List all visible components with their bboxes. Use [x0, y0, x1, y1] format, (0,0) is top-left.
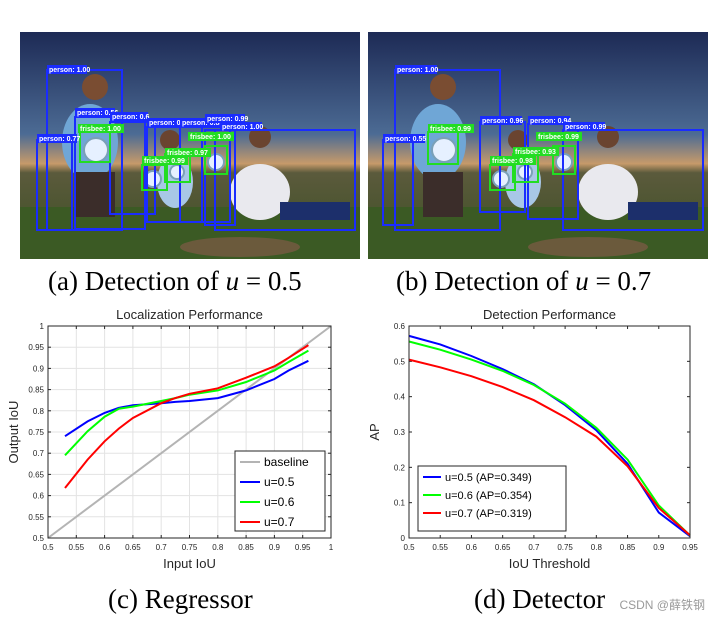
- det-label: person: 0.83: [182, 120, 223, 127]
- legend-entry: u=0.6 (AP=0.354): [445, 490, 532, 502]
- det-label: frisbee: 0.99: [538, 134, 579, 141]
- x-tick-label: 0.55: [69, 543, 85, 552]
- y-tick-label: 0.3: [394, 428, 406, 437]
- det-label: frisbee: 0.99: [144, 158, 185, 165]
- legend-entry: u=0.6: [264, 495, 295, 509]
- x-tick-label: 0.75: [182, 543, 198, 552]
- detection-scene-a: person: 1.00 person: 0.56 person: 0.6 pe…: [20, 32, 360, 259]
- y-tick-label: 0.7: [33, 449, 45, 458]
- x-tick-label: 0.65: [495, 543, 511, 552]
- x-tick-label: 0.75: [557, 543, 573, 552]
- y-tick-label: 0.6: [394, 322, 406, 331]
- det-label: person: 0.77: [39, 136, 80, 143]
- det-label: frisbee: 1.00: [80, 126, 121, 133]
- det-label: frisbee: 0.93: [515, 149, 556, 156]
- legend-entry: u=0.7: [264, 515, 295, 529]
- x-tick-label: 0.85: [620, 543, 636, 552]
- caption-b-prefix: (b) Detection of: [396, 266, 576, 296]
- det-label: person: 1.00: [397, 67, 438, 74]
- y-tick-label: 0.4: [394, 393, 406, 402]
- x-tick-label: 0.7: [156, 543, 168, 552]
- detection-photo-b: person: 1.00 person: 0.55 person: 0.96 p…: [368, 32, 708, 259]
- detection-scene-b: person: 1.00 person: 0.55 person: 0.96 p…: [368, 32, 708, 259]
- det-label: person: 0.99: [207, 116, 248, 123]
- x-tick-label: 0.6: [99, 543, 111, 552]
- det-label: person: 0.96: [482, 118, 523, 125]
- det-label: person: 0.94: [530, 118, 571, 125]
- caption-a-prefix: (a) Detection of: [48, 266, 226, 296]
- caption-a-suffix: = 0.5: [239, 266, 302, 296]
- x-axis-label: IoU Threshold: [509, 556, 590, 571]
- x-tick-label: 0.8: [212, 543, 224, 552]
- x-tick-label: 0.85: [238, 543, 254, 552]
- x-tick-label: 0.95: [682, 543, 698, 552]
- series-line-2: [64, 359, 309, 438]
- x-tick-label: 0.9: [653, 543, 665, 552]
- det-label: frisbee: 0.98: [492, 158, 533, 165]
- y-axis-label: Output IoU: [6, 401, 21, 464]
- legend-box: [234, 450, 326, 532]
- y-tick-label: 0.85: [28, 386, 44, 395]
- x-tick-label: 0.5: [403, 543, 415, 552]
- watermark: CSDN @薛铁钢: [619, 598, 705, 612]
- caption-c: (c) Regressor: [108, 584, 253, 614]
- chart-2: 0.5 0.55 0.6 0.65 0.7 0.75 0.8 0.85 0.9 0.95 0 0.1 0…: [367, 307, 698, 571]
- series-line-4: [64, 344, 309, 489]
- x-tick-label: 0.7: [528, 543, 540, 552]
- x-tick-label: 0.65: [125, 543, 141, 552]
- chart-1: 0.5 0.55 0.6 0.65 0.7 0.75 0.8 0.85 0.9 0.95 1 0.5 0…: [6, 307, 334, 571]
- y-tick-label: 0: [401, 534, 406, 543]
- x-tick-label: 0.8: [591, 543, 603, 552]
- caption-d: (d) Detector: [474, 584, 606, 614]
- detection-photo-a: person: 1.00 person: 0.56 person: 0.6 pe…: [20, 32, 360, 259]
- chart-title: Detection Performance: [483, 307, 616, 322]
- det-label: person: 1.00: [49, 67, 90, 74]
- x-tick-label: 1: [329, 543, 334, 552]
- plot-frame: [47, 325, 332, 539]
- series-line-2: [408, 340, 691, 537]
- y-tick-label: 0.5: [394, 357, 406, 366]
- caption-a: (a) Detection of u = 0.5: [48, 266, 302, 297]
- det-label: frisbee: 0.99: [430, 126, 471, 133]
- det-label: person: 0.56: [77, 110, 118, 117]
- det-label: person: 0.64: [149, 120, 190, 127]
- y-tick-label: 0.1: [394, 499, 406, 508]
- plot-frame: [408, 325, 691, 539]
- y-tick-label: 0.5: [33, 534, 45, 543]
- legend-entry: baseline: [264, 455, 309, 469]
- y-tick-label: 0.6: [33, 492, 45, 501]
- y-tick-label: 0.75: [28, 428, 44, 437]
- y-tick-label: 0.65: [28, 470, 44, 479]
- x-tick-label: 0.5: [42, 543, 54, 552]
- det-label: person: 1.00: [222, 124, 263, 131]
- caption-b-suffix: = 0.7: [588, 266, 652, 296]
- det-label: person: 0.6: [112, 114, 149, 121]
- x-tick-label: 0.9: [269, 543, 281, 552]
- y-tick-label: 0.9: [33, 364, 45, 373]
- x-tick-label: 0.95: [295, 543, 311, 552]
- legend-entry: u=0.7 (AP=0.319): [445, 508, 532, 520]
- caption-b-var: u: [575, 266, 589, 296]
- legend-box: [417, 465, 567, 532]
- legend-entry: u=0.5: [264, 475, 295, 489]
- det-label: frisbee: 1.00: [190, 134, 231, 141]
- x-tick-label: 0.6: [466, 543, 478, 552]
- x-tick-label: 0.55: [432, 543, 448, 552]
- caption-a-var: u: [225, 266, 240, 296]
- x-axis-label: Input IoU: [163, 556, 216, 571]
- legend-entry: u=0.5 (AP=0.349): [445, 472, 532, 484]
- series-line-3: [408, 358, 691, 536]
- y-tick-label: 0.55: [28, 513, 44, 522]
- y-tick-label: 1: [40, 322, 45, 331]
- y-axis-label: AP: [367, 423, 382, 440]
- y-tick-label: 0.2: [394, 463, 406, 472]
- caption-b: (b) Detection of u = 0.7: [396, 266, 651, 297]
- y-tick-label: 0.95: [28, 343, 44, 352]
- chart-title: Localization Performance: [116, 307, 263, 322]
- y-tick-label: 0.8: [33, 407, 45, 416]
- det-label: person: 0.99: [565, 124, 606, 131]
- det-label: person: 0.55: [385, 136, 426, 143]
- det-label: frisbee: 0.97: [167, 150, 208, 157]
